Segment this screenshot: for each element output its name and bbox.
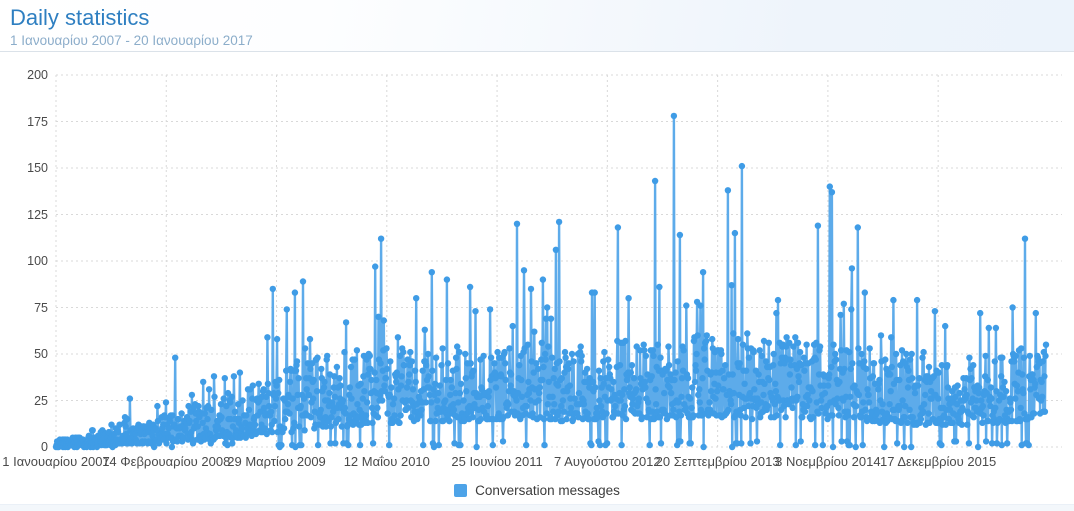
y-axis-tick-label: 100 (27, 254, 48, 268)
date-range-subtitle: 1 Ιανουαρίου 2007 - 20 Ιανουαρίου 2017 (10, 33, 253, 48)
page-header: Daily statistics 1 Ιανουαρίου 2007 - 20 … (0, 0, 1074, 52)
y-axis-tick-label: 0 (41, 440, 48, 454)
x-axis-tick-label: 7 Αυγούστου 2012 (554, 454, 661, 469)
legend-item-conversation-messages[interactable]: Conversation messages (0, 481, 1074, 499)
y-axis-tick-label: 50 (34, 347, 48, 361)
bottom-band (0, 504, 1074, 511)
x-axis-tick-label: 25 Ιουνίου 2011 (451, 454, 543, 469)
x-axis-tick-label: 14 Φεβρουαρίου 2008 (102, 454, 231, 469)
x-axis-tick-label: 1 Ιανουαρίου 2007 (2, 454, 110, 469)
x-axis-tick-label: 12 Μαΐου 2010 (343, 454, 430, 469)
y-axis-tick-label: 150 (27, 161, 48, 175)
y-axis-tick-label: 25 (34, 393, 48, 408)
legend-label: Conversation messages (475, 482, 620, 498)
legend-swatch (454, 483, 468, 497)
y-axis-tick-label: 125 (27, 207, 48, 222)
y-axis-tick-label: 200 (27, 68, 48, 82)
x-axis-tick-label: 17 Δεκεμβρίου 2015 (880, 454, 997, 469)
y-axis-tick-label: 75 (34, 300, 48, 315)
page-title: Daily statistics (10, 5, 150, 30)
x-axis-tick-label: 20 Σεπτεμβρίου 2013 (655, 454, 780, 469)
x-axis-tick-label: 3 Νοεμβρίου 2014 (775, 454, 881, 469)
daily-statistics-chart[interactable]: 0 25 50 75 100 125 150 175 200 1 Ιανουαρίου 2007… (0, 52, 1074, 504)
y-axis-tick-label: 175 (27, 114, 48, 129)
x-axis-tick-label: 29 Μαρτίου 2009 (227, 454, 326, 469)
chart-plot-svg[interactable] (0, 52, 1074, 504)
